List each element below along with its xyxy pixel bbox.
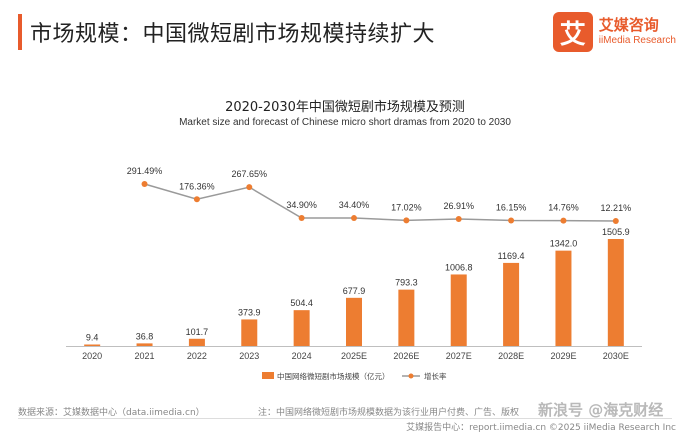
growth-rate-label: 12.21% xyxy=(601,203,632,213)
x-tick-label: 2025E xyxy=(341,351,367,361)
growth-rate-label: 17.02% xyxy=(391,202,422,212)
bar-value-label: 1006.8 xyxy=(445,262,473,272)
iimedia-logo: 艾 艾媒咨询 iiMedia Research xyxy=(552,12,676,52)
watermark: 新浪号 @海克财经 xyxy=(538,401,664,419)
x-tick-label: 2027E xyxy=(446,351,472,361)
growth-rate-point xyxy=(298,214,305,221)
bar xyxy=(293,310,310,346)
growth-rate-point xyxy=(193,196,200,203)
footer-divider xyxy=(18,418,672,419)
logo-name-cn: 艾媒咨询 xyxy=(598,16,659,34)
logo-name-en: iiMedia Research xyxy=(598,35,676,46)
bar xyxy=(503,262,520,346)
bar-value-label: 1342.0 xyxy=(550,239,578,249)
growth-rate-label: 26.91% xyxy=(443,201,474,211)
page-headline: 市场规模：中国微短剧市场规模持续扩大 xyxy=(30,22,436,47)
growth-rate-label: 176.36% xyxy=(179,181,215,191)
growth-rate-label: 16.15% xyxy=(496,202,527,212)
x-tick-label: 2022 xyxy=(187,351,207,361)
chart-subtitle: Market size and forecast of Chinese micr… xyxy=(179,117,511,128)
growth-rate-point xyxy=(246,184,253,191)
legend-label-growth-rate: 增长率 xyxy=(424,371,447,381)
x-tick-label: 2028E xyxy=(498,351,524,361)
x-tick-label: 2030E xyxy=(603,351,629,361)
growth-rate-point xyxy=(403,217,410,224)
bar xyxy=(346,297,362,346)
x-tick-label: 2020 xyxy=(82,351,102,361)
x-tick-label: 2024 xyxy=(292,351,312,361)
legend-swatch-bar xyxy=(262,372,274,379)
bar-value-label: 793.3 xyxy=(395,278,418,288)
growth-rate-line xyxy=(144,183,616,222)
bar xyxy=(136,343,153,346)
x-tick-label: 2026E xyxy=(393,351,419,361)
growth-rate-label: 34.40% xyxy=(339,200,370,210)
footnote-text: 注：中国网络微短剧市场规模数据为该行业用户付费、广告、版权 xyxy=(258,408,520,418)
x-tick-label: 2023 xyxy=(239,351,259,361)
bar xyxy=(398,289,415,346)
logo-mark: 艾 xyxy=(552,12,593,52)
bar-value-label: 1505.9 xyxy=(602,227,630,237)
bar xyxy=(607,239,624,346)
bar-value-label: 677.9 xyxy=(343,286,366,296)
legend-label-market-size: 中国网络微短剧市场规模（亿元） xyxy=(277,371,390,381)
growth-rate-label: 14.76% xyxy=(548,203,579,213)
bar-value-label: 1169.4 xyxy=(498,251,525,261)
headline-accent-bar xyxy=(18,14,22,50)
bar-value-label: 373.9 xyxy=(238,307,261,317)
bar xyxy=(188,338,205,346)
growth-rate-point xyxy=(351,215,357,222)
growth-rate-label: 291.49% xyxy=(127,166,163,176)
growth-rate-point xyxy=(141,181,148,187)
bar-value-label: 36.8 xyxy=(136,331,154,341)
logo-text: 艾媒咨询 iiMedia Research xyxy=(599,16,676,48)
growth-rate-point xyxy=(612,218,619,224)
bar xyxy=(450,274,467,346)
copyright-text: 艾媒报告中心：report.iimedia.cn ©2025 iiMedia R… xyxy=(406,423,676,433)
growth-rate-point xyxy=(508,217,515,224)
bar-value-label: 9.4 xyxy=(86,333,99,343)
x-tick-label: 2021 xyxy=(135,351,155,361)
bar xyxy=(555,250,572,346)
growth-rate-point xyxy=(455,216,462,223)
x-tick-label: 2029E xyxy=(550,351,576,361)
data-source-text: 数据来源：艾媒数据中心（data.iimedia.cn） xyxy=(18,408,205,418)
growth-rate-point xyxy=(560,217,567,224)
bar-value-label: 504.4 xyxy=(290,298,313,308)
chart-title: 2020-2030年中国微短剧市场规模及预测 xyxy=(225,100,465,115)
bar xyxy=(84,344,101,346)
growth-rate-label: 267.65% xyxy=(232,169,268,179)
bar xyxy=(241,319,258,346)
bar-value-label: 101.7 xyxy=(186,327,209,337)
growth-rate-label: 34.90% xyxy=(286,200,317,210)
legend-swatch-point xyxy=(408,373,414,379)
